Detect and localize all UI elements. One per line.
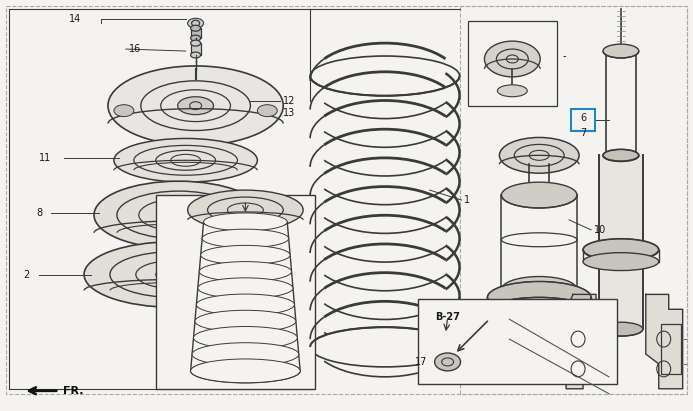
- Bar: [561, 324, 581, 374]
- Ellipse shape: [114, 139, 257, 182]
- Text: 6: 6: [580, 113, 586, 122]
- Polygon shape: [566, 294, 596, 389]
- Ellipse shape: [114, 105, 134, 117]
- Ellipse shape: [108, 66, 283, 145]
- Ellipse shape: [191, 52, 200, 58]
- Bar: [156, 195, 315, 389]
- Ellipse shape: [200, 262, 292, 282]
- Bar: [468, 21, 557, 106]
- Ellipse shape: [204, 213, 287, 231]
- Ellipse shape: [310, 327, 459, 367]
- Ellipse shape: [94, 181, 263, 249]
- Bar: [191, 28, 200, 38]
- Text: 12: 12: [283, 96, 296, 106]
- Bar: [660, 324, 681, 374]
- Ellipse shape: [583, 253, 659, 270]
- Ellipse shape: [201, 245, 290, 265]
- Ellipse shape: [191, 35, 200, 41]
- Ellipse shape: [603, 149, 639, 161]
- Text: 13: 13: [283, 108, 295, 118]
- Polygon shape: [646, 294, 683, 389]
- Ellipse shape: [196, 294, 295, 315]
- Text: 16: 16: [129, 44, 141, 54]
- Text: 17: 17: [414, 357, 427, 367]
- Bar: [459, 6, 687, 394]
- Ellipse shape: [583, 239, 659, 261]
- Ellipse shape: [501, 182, 577, 208]
- Ellipse shape: [191, 40, 200, 46]
- Ellipse shape: [501, 277, 577, 302]
- Ellipse shape: [599, 322, 643, 336]
- Text: FR.: FR.: [63, 386, 84, 396]
- Ellipse shape: [195, 310, 296, 332]
- Ellipse shape: [484, 41, 541, 77]
- Bar: [599, 155, 643, 329]
- Ellipse shape: [257, 105, 277, 117]
- Ellipse shape: [487, 282, 591, 313]
- Text: 7: 7: [580, 129, 586, 139]
- Ellipse shape: [198, 278, 293, 298]
- Ellipse shape: [202, 229, 289, 248]
- Ellipse shape: [188, 18, 204, 28]
- Ellipse shape: [435, 353, 461, 371]
- Bar: [418, 299, 617, 384]
- Ellipse shape: [500, 137, 579, 173]
- Text: 1: 1: [464, 195, 470, 205]
- Text: 8: 8: [36, 208, 42, 218]
- Ellipse shape: [188, 190, 303, 230]
- Text: 2: 2: [24, 270, 30, 279]
- Bar: [191, 43, 200, 55]
- Bar: [571, 109, 595, 131]
- Text: 11: 11: [40, 153, 51, 163]
- Ellipse shape: [193, 326, 297, 349]
- Ellipse shape: [498, 85, 527, 97]
- Text: 10: 10: [594, 225, 606, 235]
- Ellipse shape: [177, 97, 213, 115]
- Text: -: -: [562, 51, 565, 61]
- Text: B-27: B-27: [435, 312, 459, 322]
- Ellipse shape: [191, 359, 300, 383]
- Ellipse shape: [192, 343, 299, 366]
- Ellipse shape: [310, 56, 459, 96]
- Text: 14: 14: [69, 14, 81, 24]
- Ellipse shape: [84, 242, 263, 307]
- Ellipse shape: [487, 298, 591, 325]
- Ellipse shape: [603, 44, 639, 58]
- Ellipse shape: [191, 25, 200, 31]
